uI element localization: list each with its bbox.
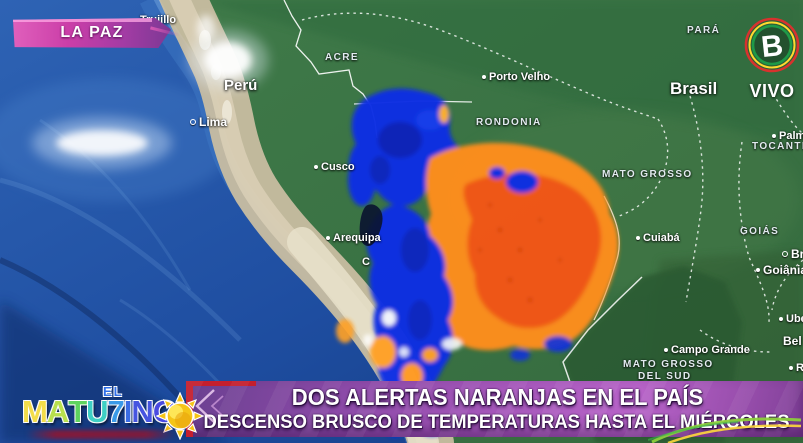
logo-letter: M: [22, 394, 48, 429]
channel-letter: B: [760, 29, 785, 64]
map-label-r: R: [789, 362, 803, 374]
map-label-goiania: Goiânia: [756, 263, 803, 277]
map-label-mato-grosso-del-sud-2: DEL SUD: [638, 371, 692, 382]
city-marker-icon: [779, 317, 783, 321]
city-marker-icon: [636, 236, 640, 240]
sun-icon: [156, 392, 204, 440]
location-tag: LA PAZ: [13, 18, 171, 48]
logo-letter: A: [46, 394, 69, 429]
map-label-rondonia: RONDONIA: [476, 117, 542, 128]
map-label-palmas: Palma: [772, 130, 803, 142]
map-label-ube: Ube: [779, 313, 803, 325]
map-label-acre: ACRE: [325, 52, 359, 63]
lower-third-red-top: [186, 381, 256, 386]
city-marker-icon: [314, 165, 318, 169]
capital-marker-icon: [190, 119, 196, 125]
logo-letter: 7: [107, 394, 125, 429]
map-label-bel: Bel: [783, 334, 802, 348]
city-marker-icon: [789, 366, 793, 370]
map-label-para: PARÁ: [687, 25, 721, 36]
map-label-cuiaba: Cuiabá: [636, 232, 680, 244]
map-label-tocantins: TOCANTINS: [752, 141, 803, 152]
show-logo-word: M A T U 7 I N O: [22, 394, 177, 430]
map-label-peru: Perú: [224, 77, 258, 94]
lake-titicaca: [359, 204, 383, 246]
map-label-cusco: Cusco: [314, 161, 355, 173]
logo-letter: T: [68, 394, 87, 429]
channel-logo-icon: B: [744, 17, 800, 73]
map-label-mato-grosso-del-sud-1: MATO GROSSO: [623, 359, 714, 370]
light-glare: [32, 15, 268, 169]
logo-reflection: [26, 430, 176, 439]
subheadline: DESCENSO BRUSCO DE TEMPERATURAS HASTA EL…: [203, 412, 790, 433]
show-logo: EL M A T U 7 I N O: [18, 366, 223, 443]
map-label-lima: Lima: [190, 115, 227, 129]
map-label-goias: GOIÁS: [740, 226, 780, 237]
chevron-decoration-icon: [195, 389, 224, 423]
map-label-brasil: Brasil: [670, 79, 718, 98]
live-label: VIVO: [749, 81, 795, 101]
channel-live-bug: B VIVO: [740, 16, 803, 104]
city-marker-icon: [664, 348, 668, 352]
city-marker-icon: [482, 75, 486, 79]
city-marker-icon: [756, 268, 760, 272]
map-label-mato-grosso: MATO GROSSO: [602, 169, 693, 180]
headline: DOS ALERTAS NARANJAS EN EL PAÍS: [291, 384, 704, 410]
show-logo-prefix: EL: [103, 384, 124, 399]
lower-third-banner: DOS ALERTAS NARANJAS EN EL PAÍS DESCENSO…: [186, 381, 803, 437]
state-borders: [301, 12, 803, 353]
swoosh-decoration-icon: [648, 417, 802, 443]
map-label-porto-velho: Porto Velho: [482, 71, 550, 83]
map-label-campo-grande: Campo Grande: [664, 344, 750, 356]
logo-letter: U: [86, 394, 108, 429]
map-label-arequipa: Arequipa: [326, 232, 381, 244]
map-label-partial-c: C: [362, 256, 370, 268]
city-marker-icon: [326, 236, 330, 240]
capital-marker-icon: [782, 251, 788, 257]
map-label-brasilia: Br: [782, 247, 803, 261]
logo-letter: N: [131, 394, 153, 429]
logo-letter: I: [123, 394, 133, 429]
city-marker-icon: [772, 134, 776, 138]
